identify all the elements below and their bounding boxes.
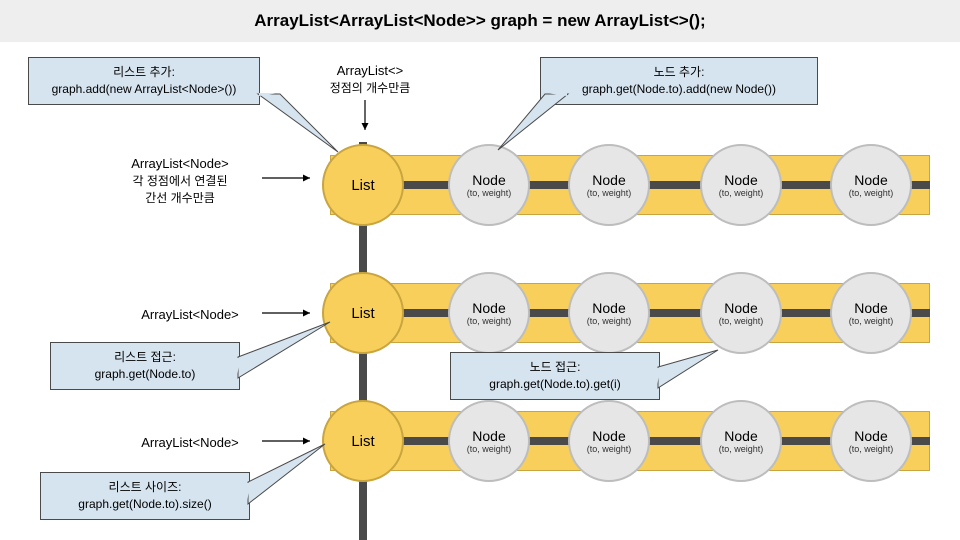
node-name: Node [472,428,505,444]
list-circle-1: List [322,144,404,226]
node-name: Node [724,300,757,316]
callout-code: graph.get(Node.to).size() [51,496,239,513]
callout-add-list: 리스트 추가: graph.add(new ArrayList<Node>()) [28,57,260,105]
diagram-stage: List Node(to, weight) Node(to, weight) N… [0,42,960,540]
label-inner-list-1: ArrayList<Node> 각 정점에서 연결된 간선 개수만큼 [100,155,260,207]
label-outer-list: ArrayList<> 정점의 개수만큼 [310,62,430,97]
node-circle-3-4: Node(to, weight) [830,400,912,482]
label-inner-list-2: ArrayList<Node> [120,306,260,324]
list-label: List [351,177,374,194]
node-detail: (to, weight) [719,188,764,198]
callout-title: 리스트 사이즈: [51,479,239,496]
node-detail: (to, weight) [849,188,894,198]
node-detail: (to, weight) [587,444,632,454]
callout-title: 리스트 추가: [39,64,249,81]
label-inner-list-3: ArrayList<Node> [120,434,260,452]
node-circle-3-3: Node(to, weight) [700,400,782,482]
node-name: Node [724,428,757,444]
node-detail: (to, weight) [849,316,894,326]
label-main: ArrayList<Node> [100,155,260,173]
node-name: Node [472,172,505,188]
node-circle-2-3: Node(to, weight) [700,272,782,354]
header-bar: ArrayList<ArrayList<Node>> graph = new A… [0,0,960,42]
node-detail: (to, weight) [719,316,764,326]
node-circle-2-4: Node(to, weight) [830,272,912,354]
node-circle-1-2: Node(to, weight) [568,144,650,226]
node-detail: (to, weight) [467,316,512,326]
node-circle-3-1: Node(to, weight) [448,400,530,482]
list-circle-2: List [322,272,404,354]
label-sub1: 각 정점에서 연결된 [100,173,260,190]
label-main: ArrayList<> [310,62,430,80]
node-detail: (to, weight) [719,444,764,454]
list-label: List [351,305,374,322]
callout-title: 노드 추가: [551,64,807,81]
node-detail: (to, weight) [467,444,512,454]
callout-title: 리스트 접근: [61,349,229,366]
node-name: Node [854,428,887,444]
list-circle-3: List [322,400,404,482]
callout-code: graph.get(Node.to).get(i) [461,376,649,393]
list-label: List [351,433,374,450]
label-main: ArrayList<Node> [120,306,260,324]
node-circle-1-1: Node(to, weight) [448,144,530,226]
callout-add-node: 노드 추가: graph.get(Node.to).add(new Node()… [540,57,818,105]
node-circle-3-2: Node(to, weight) [568,400,650,482]
node-name: Node [592,172,625,188]
node-circle-1-4: Node(to, weight) [830,144,912,226]
callout-code: graph.get(Node.to) [61,366,229,383]
callout-code: graph.add(new ArrayList<Node>()) [39,81,249,98]
node-name: Node [724,172,757,188]
node-detail: (to, weight) [467,188,512,198]
label-sub: 정점의 개수만큼 [310,80,430,97]
node-name: Node [592,300,625,316]
callout-get-list: 리스트 접근: graph.get(Node.to) [50,342,240,390]
label-main: ArrayList<Node> [120,434,260,452]
label-sub2: 간선 개수만큼 [100,190,260,207]
node-detail: (to, weight) [849,444,894,454]
node-detail: (to, weight) [587,188,632,198]
node-name: Node [854,172,887,188]
node-name: Node [592,428,625,444]
node-circle-2-1: Node(to, weight) [448,272,530,354]
node-circle-1-3: Node(to, weight) [700,144,782,226]
callout-get-node: 노드 접근: graph.get(Node.to).get(i) [450,352,660,400]
callout-code: graph.get(Node.to).add(new Node()) [551,81,807,98]
callout-list-size: 리스트 사이즈: graph.get(Node.to).size() [40,472,250,520]
node-detail: (to, weight) [587,316,632,326]
node-name: Node [472,300,505,316]
node-name: Node [854,300,887,316]
node-circle-2-2: Node(to, weight) [568,272,650,354]
header-text: ArrayList<ArrayList<Node>> graph = new A… [254,11,705,31]
callout-title: 노드 접근: [461,359,649,376]
